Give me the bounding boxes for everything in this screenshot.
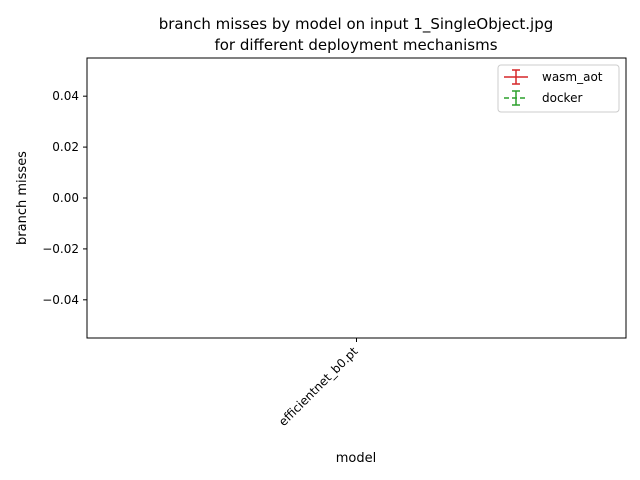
y-axis-label: branch misses bbox=[15, 151, 30, 245]
y-tick-label: 0.04 bbox=[52, 89, 79, 103]
y-axis-ticks: 0.04 0.02 0.00 −0.02 −0.04 bbox=[42, 89, 87, 307]
legend-entry-wasm_aot: wasm_aot bbox=[504, 69, 603, 85]
x-axis-ticks: efficientnet_b0.pt bbox=[276, 338, 361, 429]
x-axis-label: model bbox=[336, 451, 376, 466]
legend-label: wasm_aot bbox=[542, 70, 603, 84]
y-tick-label: 0.00 bbox=[52, 191, 79, 205]
y-tick-label: −0.04 bbox=[42, 293, 79, 307]
legend-entry-docker: docker bbox=[504, 90, 582, 106]
legend-box bbox=[497, 64, 620, 113]
x-tick-label: efficientnet_b0.pt bbox=[276, 344, 361, 429]
legend-label: docker bbox=[542, 91, 582, 105]
chart-title-line1: branch misses by model on input 1_Single… bbox=[159, 15, 554, 34]
y-tick-label: 0.02 bbox=[52, 140, 79, 154]
chart-title-line2: for different deployment mechanisms bbox=[214, 36, 497, 54]
y-tick-label: −0.02 bbox=[42, 242, 79, 256]
